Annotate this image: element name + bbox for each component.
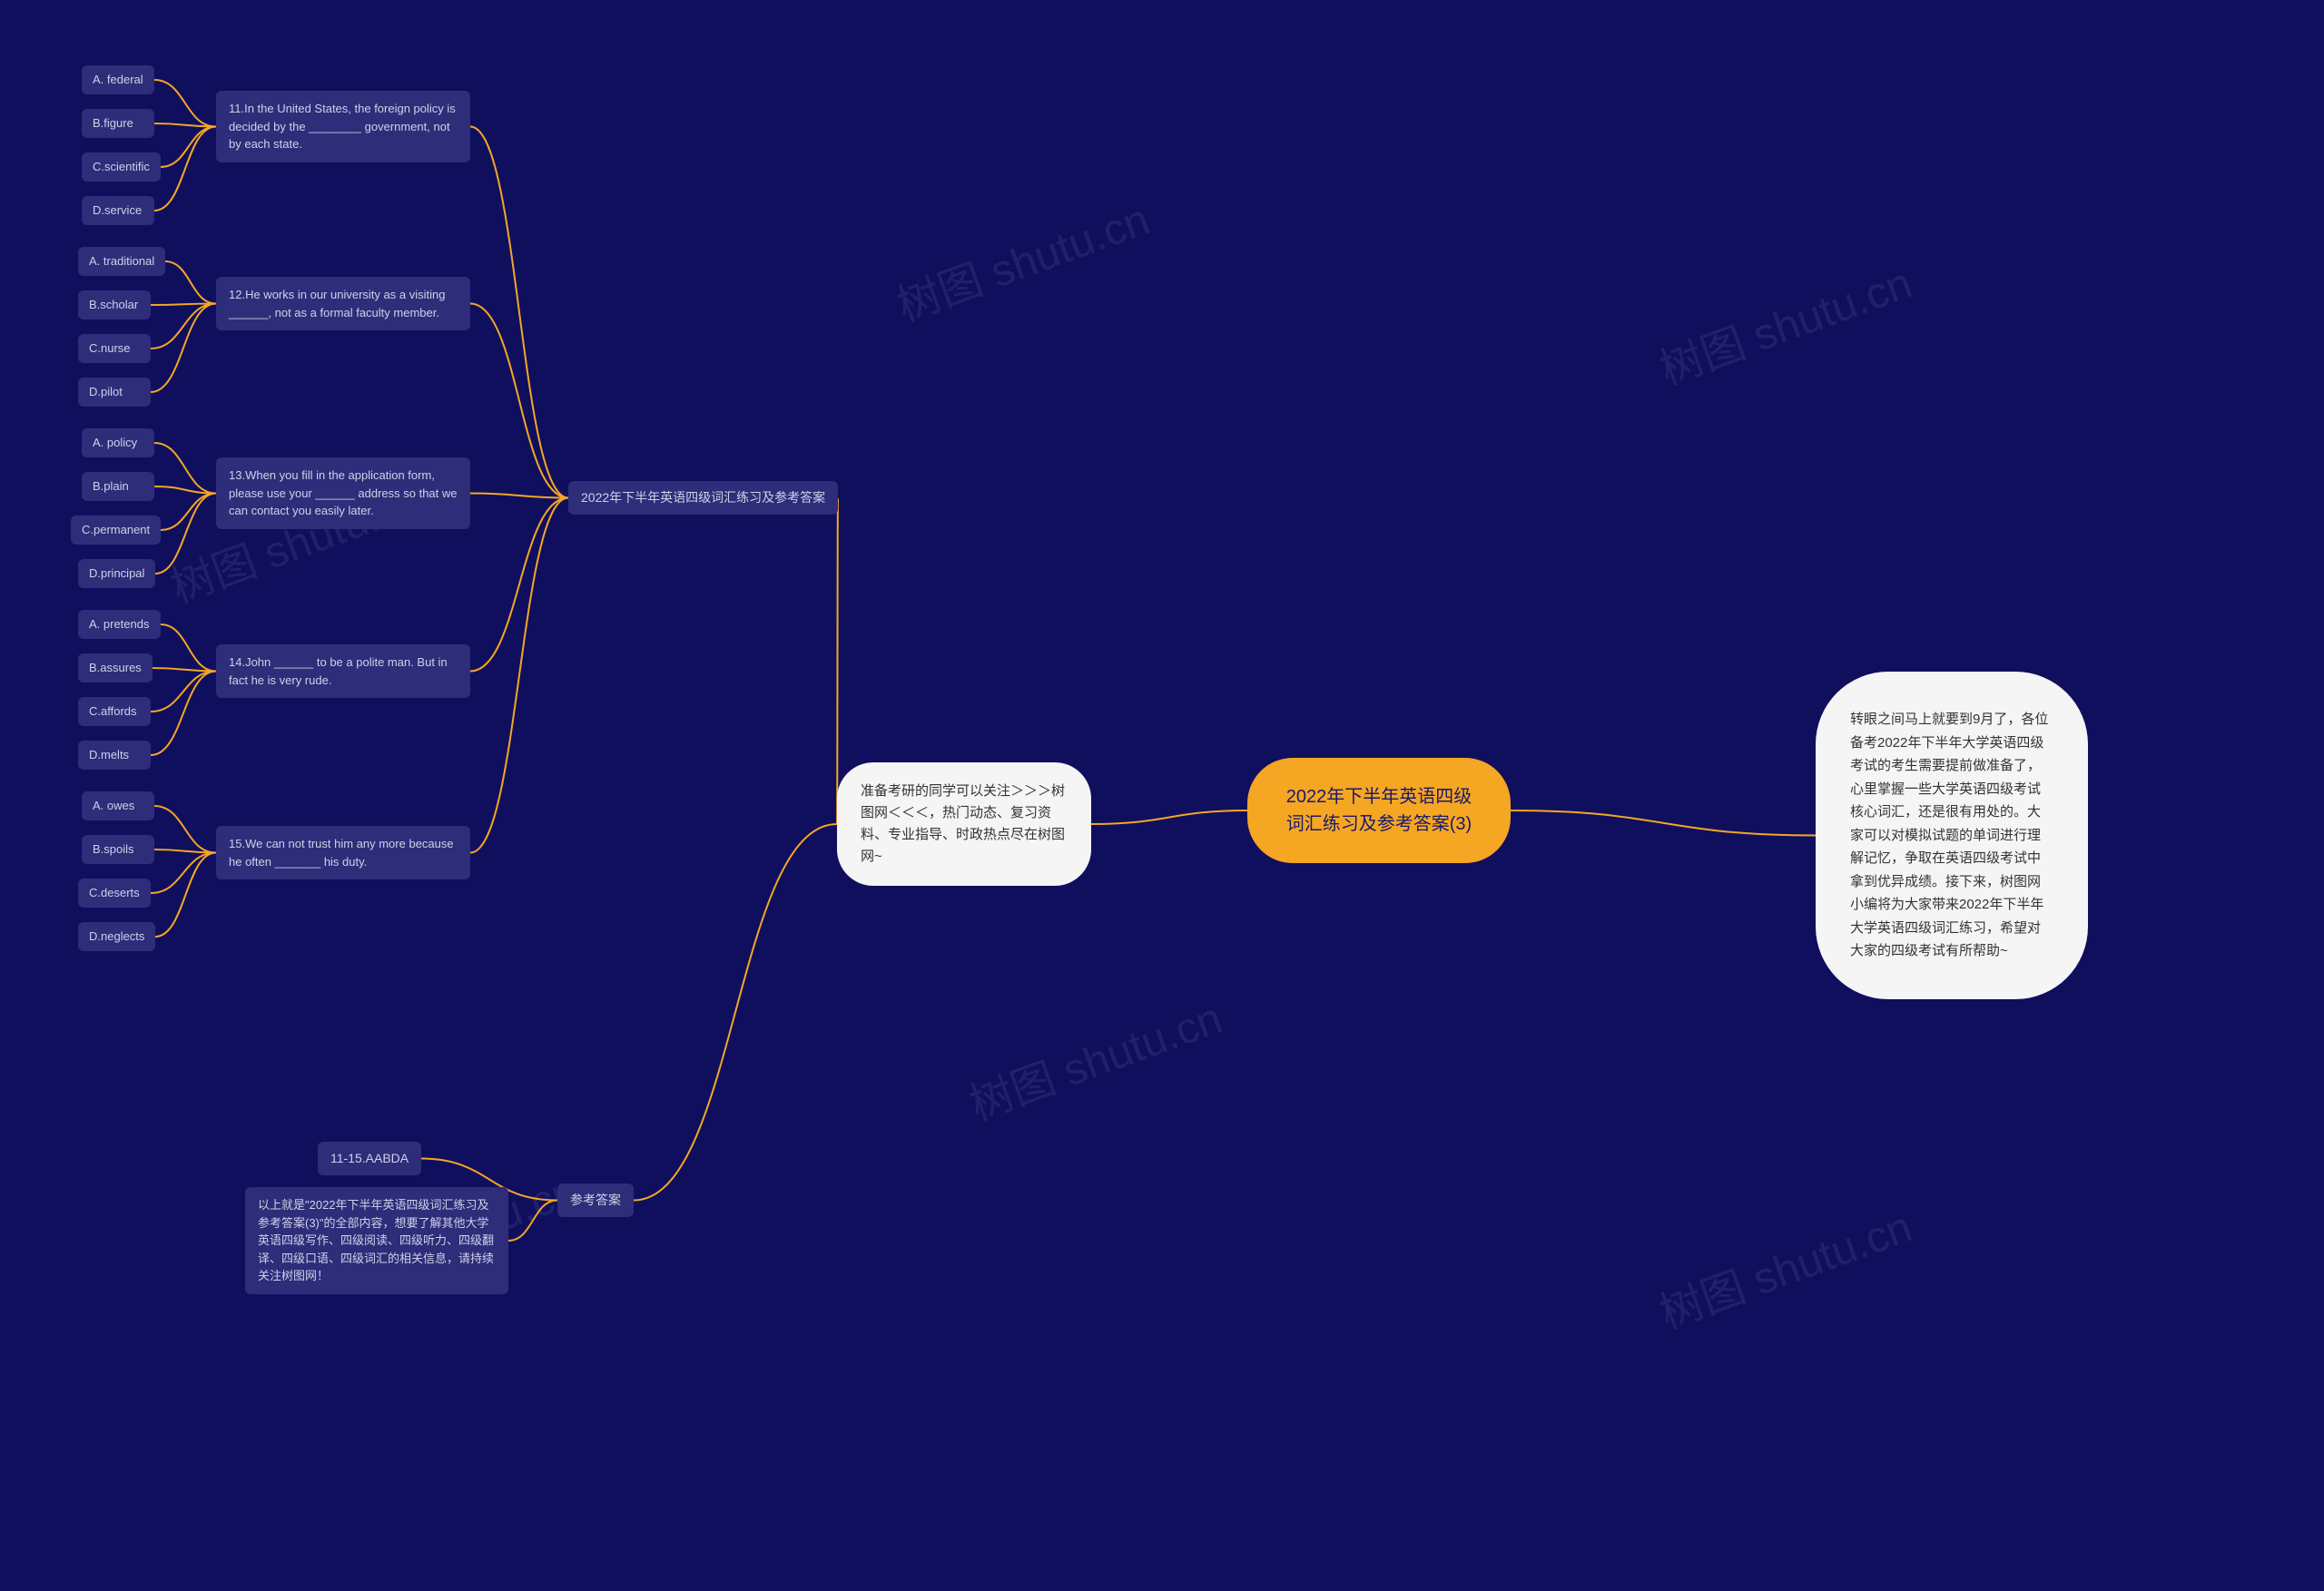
option-11-c: C.scientific [82, 152, 161, 182]
option-15-b: B.spoils [82, 835, 154, 864]
option-13-b: B.plain [82, 472, 154, 501]
watermark: 树图 shutu.cn [1649, 1191, 1919, 1341]
option-12-b: B.scholar [78, 290, 151, 319]
option-12-a: A. traditional [78, 247, 165, 276]
answer-footnote: 以上就是"2022年下半年英语四级词汇练习及参考答案(3)"的全部内容，想要了解… [245, 1187, 508, 1294]
option-12-c: C.nurse [78, 334, 151, 363]
option-15-d: D.neglects [78, 922, 155, 951]
subroot-node: 准备考研的同学可以关注＞＞＞树图网＜＜＜，热门动态、复习资料、专业指导、时政热点… [837, 762, 1091, 886]
option-11-a: A. federal [82, 65, 154, 94]
watermark: 树图 shutu.cn [960, 982, 1229, 1132]
intro-node: 转眼之间马上就要到9月了，各位备考2022年下半年大学英语四级考试的考生需要提前… [1816, 672, 2088, 999]
question-14: 14.John ______ to be a polite man. But i… [216, 644, 470, 698]
option-14-c: C.affords [78, 697, 151, 726]
root-node: 2022年下半年英语四级词汇练习及参考答案(3) [1247, 758, 1511, 863]
option-11-d: D.service [82, 196, 154, 225]
section-practice: 2022年下半年英语四级词汇练习及参考答案 [568, 481, 838, 515]
option-14-d: D.melts [78, 741, 151, 770]
section-answer: 参考答案 [557, 1183, 634, 1217]
option-12-d: D.pilot [78, 378, 151, 407]
option-14-a: A. pretends [78, 610, 161, 639]
question-12: 12.He works in our university as a visit… [216, 277, 470, 330]
option-14-b: B.assures [78, 653, 153, 683]
option-15-a: A. owes [82, 791, 154, 820]
option-15-c: C.deserts [78, 879, 151, 908]
option-13-a: A. policy [82, 428, 154, 457]
option-11-b: B.figure [82, 109, 154, 138]
answer-key: 11-15.AABDA [318, 1142, 421, 1175]
watermark: 树图 shutu.cn [887, 183, 1157, 333]
question-13: 13.When you fill in the application form… [216, 457, 470, 529]
watermark: 树图 shutu.cn [1649, 247, 1919, 397]
option-13-d: D.principal [78, 559, 155, 588]
question-11: 11.In the United States, the foreign pol… [216, 91, 470, 162]
question-15: 15.We can not trust him any more because… [216, 826, 470, 879]
option-13-c: C.permanent [71, 516, 161, 545]
